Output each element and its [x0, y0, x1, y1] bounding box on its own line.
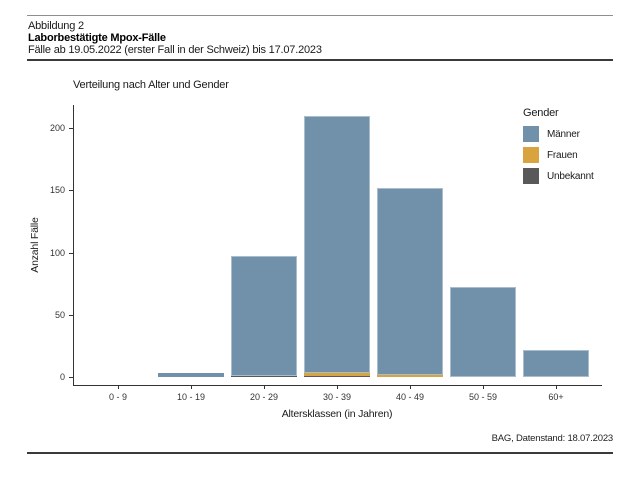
- legend-swatch: [523, 126, 539, 142]
- x-tick-mark: [483, 385, 484, 389]
- x-tick-label: 50 - 59: [468, 392, 498, 402]
- bar-segment-männer: [377, 187, 443, 375]
- legend: Gender Männer Frauen Unbekannt: [523, 107, 594, 189]
- bar-segment-männer: [231, 256, 297, 376]
- bar-segment-männer: [450, 287, 516, 377]
- header-divider: [27, 59, 613, 61]
- y-axis-line: [73, 105, 74, 385]
- y-tick-mark: [69, 377, 73, 378]
- legend-label: Unbekannt: [547, 170, 594, 182]
- bar-segment-männer: [523, 349, 589, 377]
- x-tick-label: 10 - 19: [176, 392, 206, 402]
- x-tick-label: 60+: [548, 392, 564, 402]
- bottom-divider: [27, 452, 613, 454]
- y-tick-label: 150: [49, 185, 65, 196]
- x-tick-mark: [191, 385, 192, 389]
- chart-title: Verteilung nach Alter und Gender: [73, 79, 229, 91]
- legend-label: Frauen: [547, 149, 578, 161]
- x-tick-mark: [264, 385, 265, 389]
- figure-label: Abbildung 2: [28, 20, 84, 32]
- y-tick-label: 200: [49, 123, 65, 133]
- bar-segment-unbekannt: [231, 375, 297, 377]
- x-tick-label: 30 - 39: [322, 392, 352, 402]
- x-tick-mark: [118, 385, 119, 389]
- y-tick-mark: [69, 252, 73, 254]
- bar-segment-frauen: [304, 373, 370, 376]
- x-axis-title: Altersklassen (in Jahren): [281, 408, 393, 420]
- legend-item-manner: Männer: [523, 126, 594, 142]
- legend-item-frauen: Frauen: [523, 147, 594, 163]
- bar-segment-männer: [304, 115, 370, 374]
- bar-segment-unbekannt: [304, 375, 370, 377]
- figure-title: Laborbestätigte Mpox-Fälle: [28, 32, 166, 44]
- legend-swatch: [523, 168, 539, 184]
- x-tick-mark: [337, 385, 338, 389]
- y-tick-label: 100: [49, 247, 65, 258]
- source-note: BAG, Datenstand: 18.07.2023: [491, 433, 614, 444]
- legend-item-unbekannt: Unbekannt: [523, 168, 594, 184]
- x-tick-label: 20 - 29: [249, 392, 279, 402]
- x-tick-label: 0 - 9: [108, 392, 127, 402]
- legend-label: Männer: [547, 128, 580, 140]
- y-tick-mark: [69, 190, 73, 192]
- y-tick-label: 50: [54, 309, 65, 320]
- figure-subtitle: Fälle ab 19.05.2022 (erster Fall in der …: [28, 44, 322, 56]
- x-tick-label: 40 - 49: [395, 392, 425, 402]
- bar-segment-frauen: [377, 374, 443, 377]
- legend-items: Männer Frauen Unbekannt: [523, 126, 594, 184]
- y-tick-mark: [69, 314, 73, 316]
- top-divider: [27, 15, 613, 16]
- legend-title: Gender: [523, 107, 559, 119]
- legend-swatch: [523, 147, 539, 163]
- x-tick-mark: [410, 385, 411, 389]
- y-tick-label: 0: [59, 372, 65, 382]
- bar-segment-männer: [158, 373, 224, 377]
- x-tick-mark: [556, 385, 557, 389]
- y-tick-mark: [69, 128, 73, 129]
